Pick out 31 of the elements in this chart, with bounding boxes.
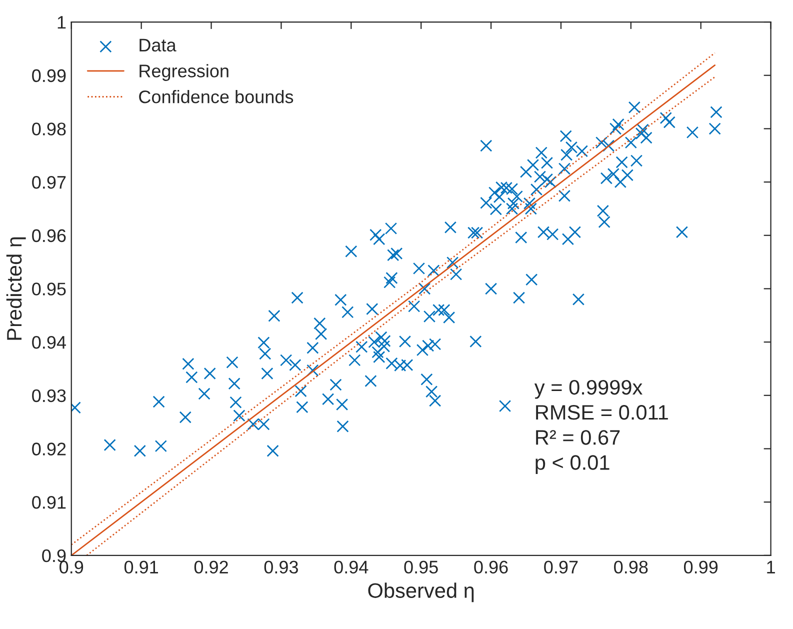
legend-label: Confidence bounds	[139, 90, 294, 104]
y-tick-label: 0.9	[42, 549, 66, 562]
x-tick-label: 0.98	[614, 560, 648, 574]
x-tick-label: 0.99	[684, 560, 718, 574]
x-tick-label: 0.91	[124, 560, 158, 574]
y-tick-label: 1	[58, 16, 66, 29]
annotation: p < 0.01	[536, 455, 610, 474]
annotation: RMSE = 0.011	[536, 405, 668, 420]
annotation: y = 0.9999x	[534, 380, 642, 399]
y-tick-label: 0.95	[32, 282, 66, 296]
x-tick-label: 1	[767, 560, 775, 574]
y-axis-title: Predicted η	[6, 237, 26, 340]
y-tick-label: 0.99	[32, 69, 66, 82]
y-tick-label: 0.93	[32, 389, 66, 402]
y-tick-label: 0.91	[32, 496, 66, 509]
y-tick-label: 0.96	[32, 229, 66, 242]
x-tick-label: 0.96	[474, 560, 508, 574]
x-tick-label: 0.93	[264, 560, 298, 574]
y-tick-label: 0.94	[32, 336, 66, 349]
x-tick-label: 0.94	[334, 560, 368, 574]
annotation: R² = 0.67	[536, 430, 620, 445]
y-tick-label: 0.97	[32, 176, 66, 189]
y-tick-label: 0.98	[32, 122, 66, 136]
x-tick-label: 0.92	[194, 560, 228, 574]
x-axis-title: Observed η	[368, 582, 474, 602]
y-tick-label: 0.92	[32, 442, 66, 456]
x-tick-label: 0.95	[404, 560, 438, 574]
legend-label: Data	[140, 38, 176, 52]
legend-label: Regression	[140, 64, 228, 81]
x-tick-label: 0.97	[544, 560, 578, 574]
x-tick-label: 0.9	[60, 560, 84, 574]
